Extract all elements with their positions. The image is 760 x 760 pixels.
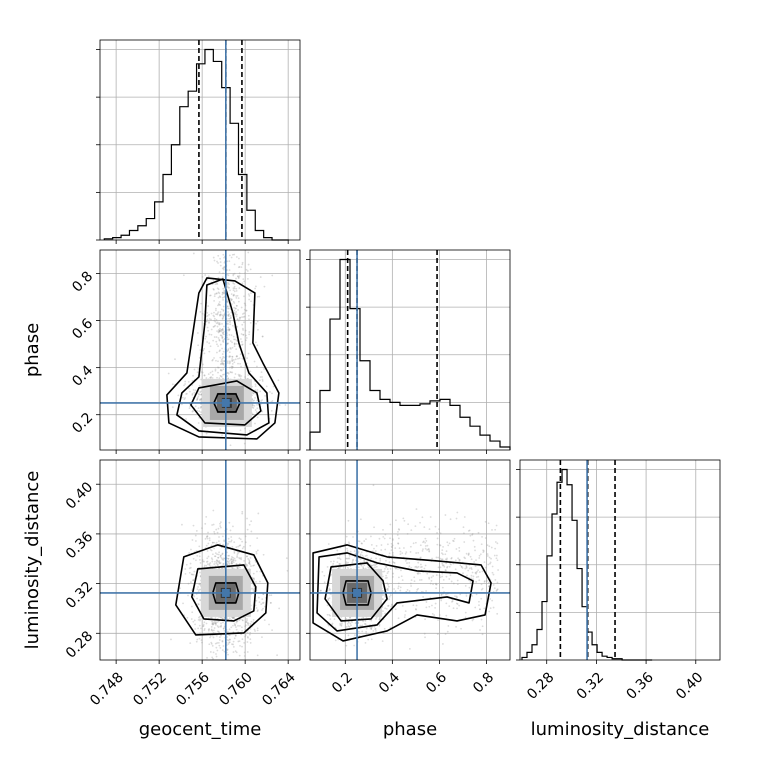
scatter-geocent-time-vs-luminosity-distance <box>170 509 289 660</box>
x-tick-label-luminosity-distance: 0.32 <box>574 669 607 702</box>
x-tick-label-luminosity-distance: 0.36 <box>623 669 656 702</box>
y-axis-label-luminosity-distance: luminosity_distance <box>22 471 43 650</box>
panel-frame-geocent-time-vs-phase <box>99 249 301 451</box>
x-tick-label-geocent-time: 0.748 <box>87 669 127 709</box>
contour-geocent-time-vs-phase-2 <box>176 278 270 436</box>
truth-marker-phase-vs-luminosity-distance <box>353 588 362 597</box>
x-tick-label-luminosity-distance: 0.40 <box>673 669 706 702</box>
histogram-geocent-time <box>103 48 289 241</box>
x-tick-label-luminosity-distance: 0.28 <box>524 669 557 702</box>
histogram-phase <box>309 258 511 450</box>
x-axis-label-phase: phase <box>383 719 437 740</box>
x-tick-label-phase: 0.2 <box>329 669 356 696</box>
contour-geocent-time-vs-luminosity-distance-1 <box>191 564 257 622</box>
y-tick-label-luminosity-distance: 0.28 <box>63 628 96 661</box>
contour-geocent-time-vs-phase-1 <box>190 380 262 426</box>
x-axis-label-luminosity-distance: luminosity_distance <box>531 719 710 740</box>
panel-frame-phase-vs-luminosity-distance <box>309 459 511 661</box>
panel-frame-phase <box>309 249 511 451</box>
x-tick-label-geocent-time: 0.752 <box>130 669 170 709</box>
x-tick-label-phase: 0.8 <box>470 669 497 696</box>
x-tick-label-geocent-time: 0.764 <box>259 669 299 709</box>
y-tick-label-luminosity-distance: 0.36 <box>63 529 96 562</box>
panel-frame-luminosity-distance <box>519 459 721 661</box>
y-tick-label-phase: 0.8 <box>69 269 96 296</box>
truth-marker-geocent-time-vs-luminosity-distance <box>221 588 230 597</box>
y-tick-label-phase: 0.6 <box>69 316 96 343</box>
x-tick-label-geocent-time: 0.760 <box>216 669 256 709</box>
histogram-luminosity-distance <box>521 468 653 661</box>
panel-frame-geocent-time-vs-luminosity-distance <box>99 459 301 661</box>
scatter-phase-vs-luminosity-distance <box>312 484 499 650</box>
x-tick-label-geocent-time: 0.756 <box>173 669 213 709</box>
contour-geocent-time-vs-luminosity-distance-2 <box>175 544 269 636</box>
truth-marker-geocent-time-vs-phase <box>221 398 230 407</box>
x-tick-label-phase: 0.4 <box>376 669 403 696</box>
y-axis-label-phase: phase <box>22 323 43 377</box>
y-tick-label-luminosity-distance: 0.32 <box>63 579 96 612</box>
x-tick-label-phase: 0.6 <box>423 669 450 696</box>
panel-frame-geocent-time <box>99 39 301 241</box>
contour-phase-vs-luminosity-distance-1 <box>324 562 388 622</box>
y-tick-label-luminosity-distance: 0.40 <box>63 479 96 512</box>
contour-phase-vs-luminosity-distance-2 <box>316 552 474 632</box>
contour-geocent-time-vs-phase-3 <box>166 277 280 440</box>
y-tick-label-phase: 0.2 <box>69 410 96 437</box>
x-axis-label-geocent-time: geocent_time <box>139 719 262 740</box>
y-tick-label-phase: 0.4 <box>69 363 96 390</box>
contour-phase-vs-luminosity-distance-3 <box>312 544 492 642</box>
